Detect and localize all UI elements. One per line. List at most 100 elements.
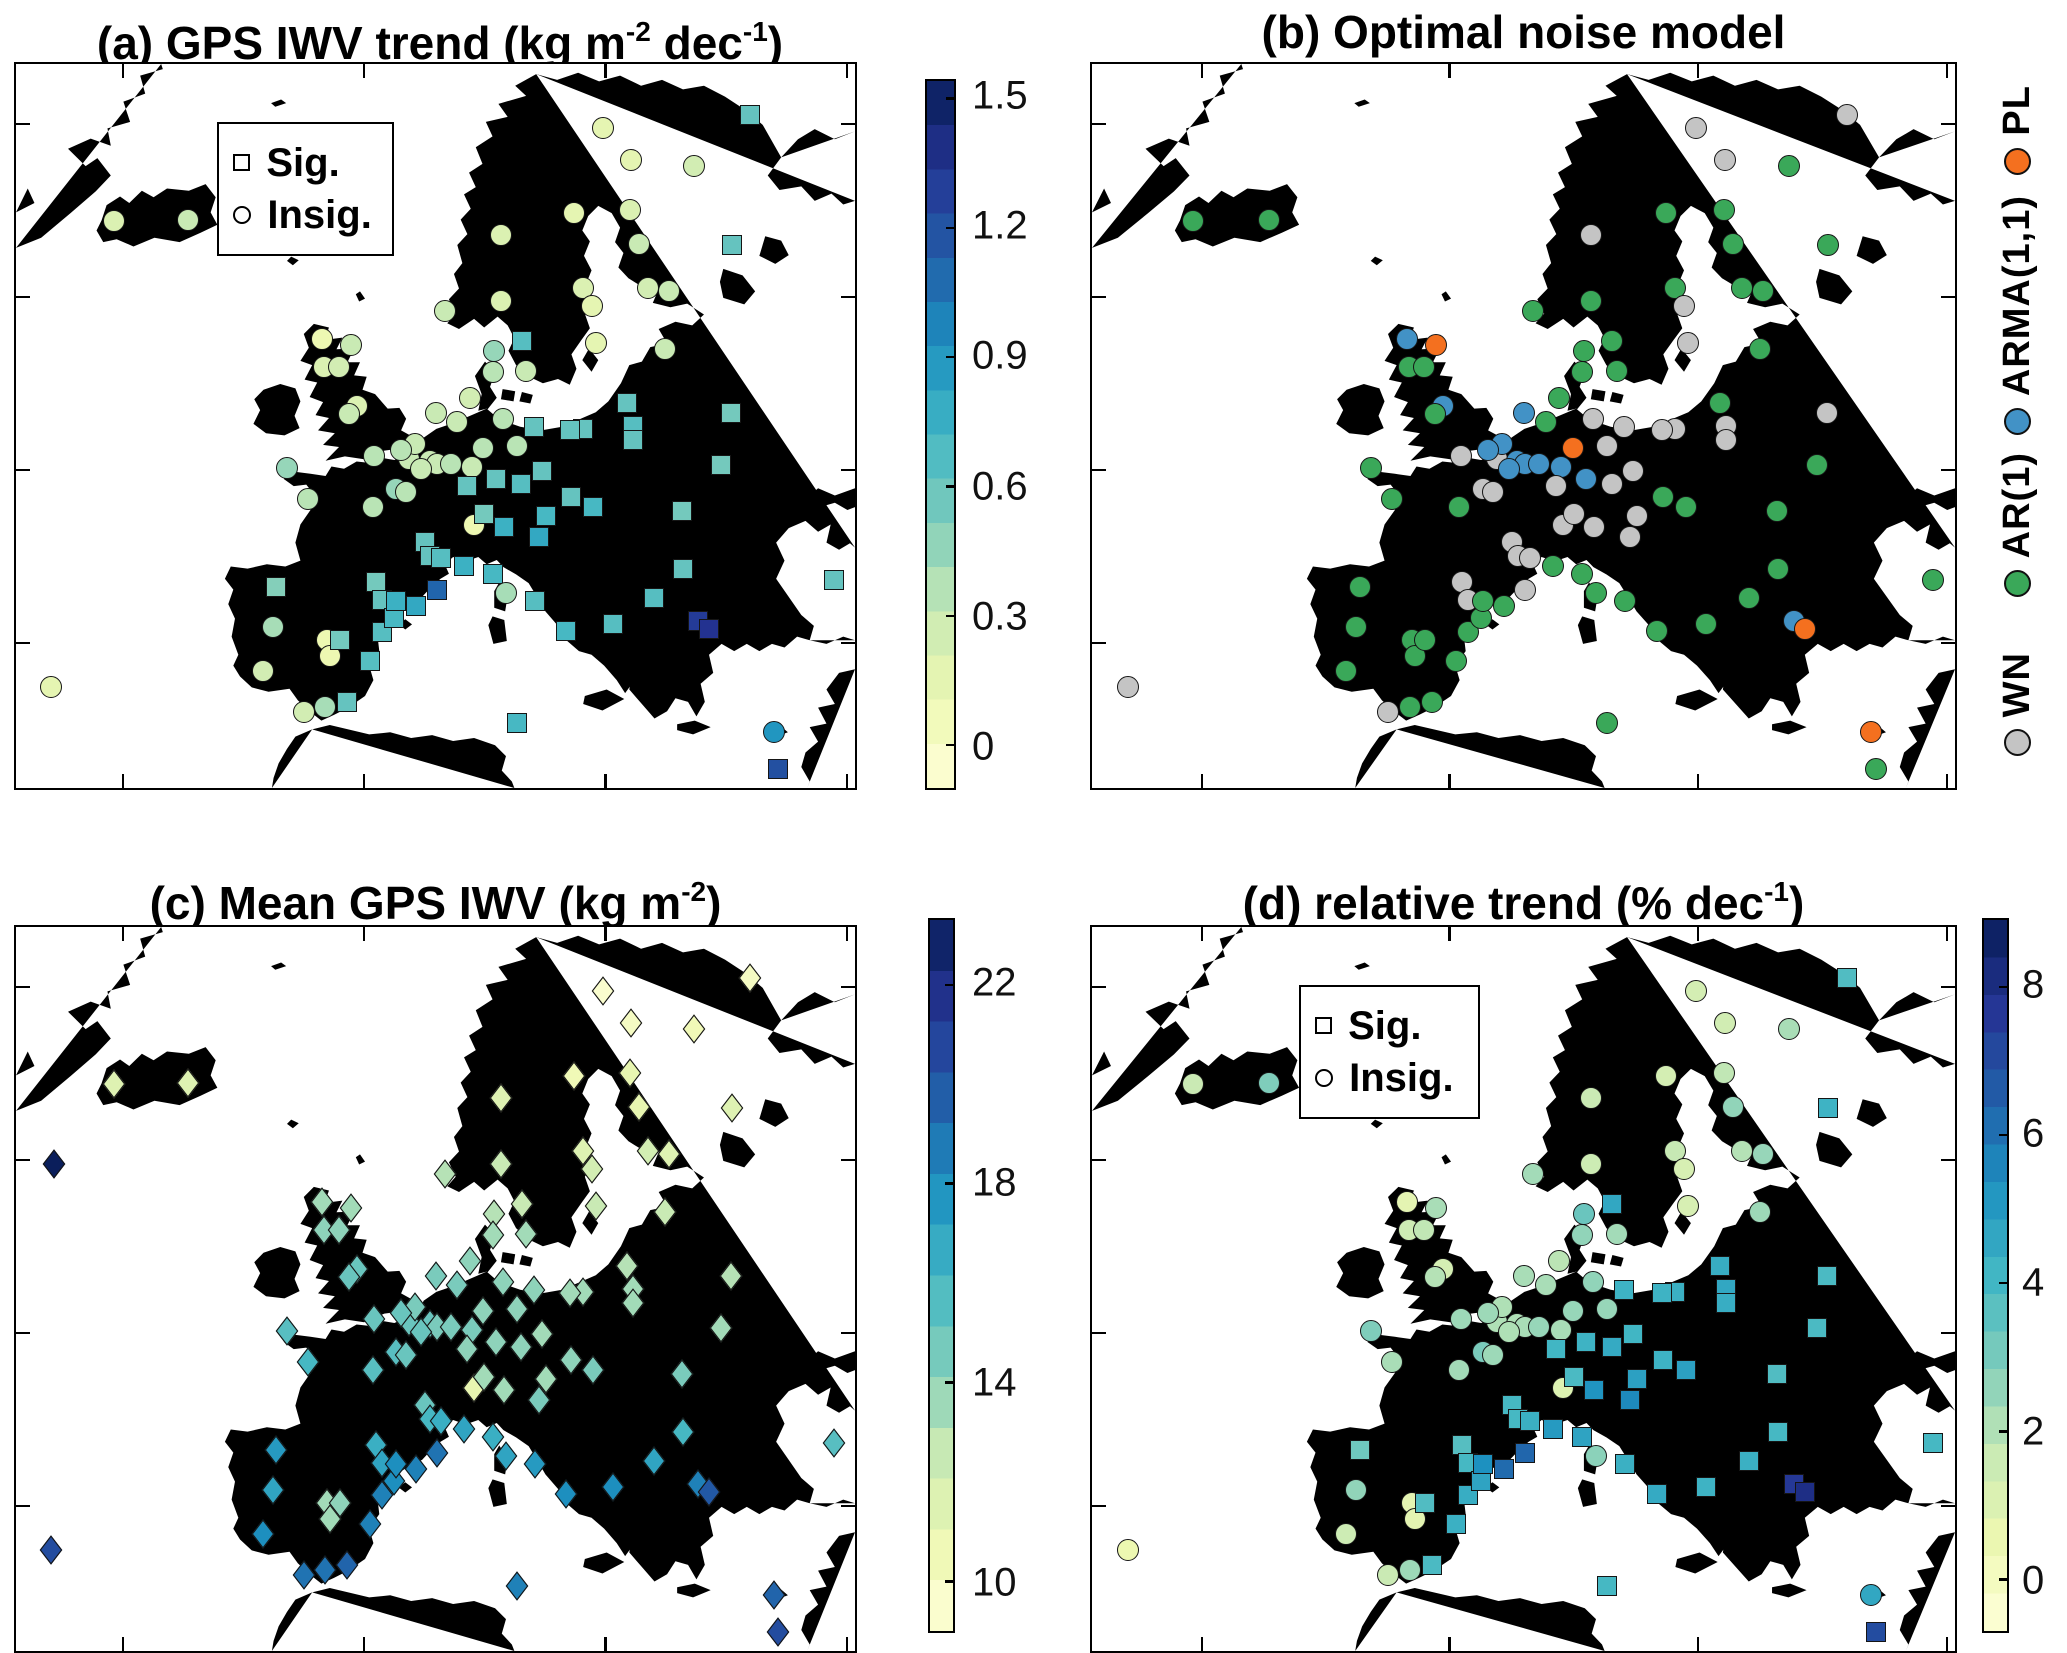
panel-c-map	[14, 925, 857, 1653]
colorbar-tick-label: 22	[972, 960, 1017, 1005]
noise-legend-label: ARMA(1,1)	[1995, 195, 2038, 397]
colorbar-tick-label: 0.3	[972, 594, 1028, 639]
graticule-tick	[1448, 927, 1451, 941]
station-marker-padova	[1619, 1389, 1640, 1410]
legend-sig-label: Sig.	[1348, 1003, 1422, 1048]
station-marker-dubrovnik	[1738, 1451, 1759, 1472]
graticule-tick	[841, 1331, 855, 1335]
panel-b-title: (b) Optimal noise model	[1261, 6, 1786, 58]
graticule-tick	[1092, 641, 1106, 645]
station-marker-matera	[1696, 1476, 1717, 1497]
station-marker-offenbach	[472, 436, 495, 459]
station-marker-santiago	[1345, 1479, 1368, 1502]
graticule-tick	[1092, 122, 1106, 126]
graticule-tick	[362, 774, 365, 788]
graticule-tick	[841, 641, 855, 645]
station-marker-clermont	[361, 496, 384, 519]
noise-legend-label: PL	[1995, 85, 2038, 136]
graticule-tick	[1941, 1331, 1955, 1335]
graticule-tick	[16, 1158, 30, 1162]
colorbar-tick	[946, 614, 954, 618]
station-marker-rostock	[1613, 416, 1636, 439]
station-marker-skagerrak	[1572, 1202, 1595, 1225]
station-marker-emden	[1513, 1264, 1536, 1287]
station-marker-corsica	[1584, 582, 1607, 605]
graticule-tick	[1696, 927, 1700, 941]
legend-item-insig: Insig.	[1315, 1055, 1472, 1101]
europe-coastline	[1092, 927, 1955, 1651]
panel-d-title: (d) relative trend (% dec-1)	[1242, 876, 1805, 929]
station-marker-crimea	[1922, 569, 1945, 592]
station-marker-regensburg	[511, 473, 532, 494]
station-marker-delft	[1477, 1301, 1500, 1324]
graticule-tick	[1200, 927, 1204, 941]
station-marker-paris	[1449, 444, 1472, 467]
station-marker-finland-e	[1818, 1098, 1839, 1118]
station-marker-bucharest	[672, 501, 693, 522]
legend-insig-label: Insig.	[267, 192, 372, 237]
station-marker-scot-nw	[1395, 1191, 1418, 1214]
colorbar-tick-label: 4	[2022, 1260, 2045, 1305]
ar1-circle-icon	[2003, 570, 2031, 598]
station-marker-bonn	[1528, 453, 1551, 476]
graticule-tick	[1448, 1637, 1451, 1651]
station-marker-oslo	[1602, 1194, 1623, 1215]
station-marker-vaasa	[1722, 1095, 1745, 1118]
europe-coastline	[1092, 64, 1955, 788]
station-marker-n-africa	[506, 712, 527, 733]
colorbar-tick-label: 8	[2022, 962, 2045, 1007]
station-marker-gavle	[1673, 1157, 1696, 1180]
station-marker-marseille	[1518, 547, 1541, 570]
graticule-tick	[841, 468, 855, 472]
station-marker-iceland-w	[1181, 210, 1204, 233]
graticule-tick	[16, 641, 30, 645]
graticule-tick	[845, 774, 849, 788]
station-marker-hamburg	[1547, 387, 1570, 410]
station-marker-toulouse	[365, 571, 386, 592]
colorbar-tick-label: 0	[2022, 1558, 2045, 1603]
station-marker-milan	[1542, 1419, 1563, 1440]
station-marker-iceland-w	[103, 210, 126, 233]
colorbar-tick-label: 0.9	[972, 333, 1028, 378]
graticule-tick	[16, 468, 30, 472]
colorbar-tick-label: 10	[972, 1560, 1017, 1605]
station-marker-lithuania	[1709, 391, 1732, 414]
station-marker-tarragona	[386, 591, 407, 612]
colorbar-tick	[946, 485, 954, 488]
station-marker-dubrovnik	[644, 588, 665, 609]
station-marker-nuremberg	[485, 468, 506, 489]
graticule-tick	[841, 295, 855, 299]
station-marker-hamburg	[458, 387, 481, 410]
station-marker-lisbon	[1334, 1522, 1357, 1545]
noise-legend-label: AR(1)	[1995, 452, 2038, 559]
station-marker-bodo	[562, 202, 585, 225]
station-marker-sodankyla	[1778, 155, 1801, 178]
station-marker-regensburg	[1601, 1336, 1622, 1357]
colorbar-tick	[946, 355, 954, 359]
station-marker-bodo	[1654, 202, 1677, 225]
station-marker-newcastle	[1413, 1218, 1436, 1241]
noise-legend-item-pl: PL	[1975, 85, 2059, 175]
colorbar-trend	[925, 79, 956, 790]
station-marker-e-europe	[720, 402, 741, 423]
colorbar-tick-label: 1.5	[972, 73, 1028, 118]
station-marker-stockholm	[1677, 1194, 1700, 1217]
colorbar-tick	[945, 1182, 953, 1185]
station-marker-coruna	[266, 576, 287, 597]
station-marker-joensuu	[657, 280, 680, 303]
station-marker-huelva	[1398, 695, 1421, 718]
station-marker-kola-ne	[1836, 103, 1859, 126]
station-marker-bremen	[446, 410, 469, 433]
station-marker-e-europe	[1817, 1265, 1838, 1286]
colorbar-tick	[1999, 985, 2007, 989]
station-marker-cadiz	[1377, 700, 1399, 723]
station-marker-paris	[363, 444, 386, 467]
station-marker-kiruna	[1713, 1011, 1736, 1034]
station-marker-munich	[536, 505, 557, 526]
station-marker-torino	[482, 563, 503, 584]
station-marker-brest	[1359, 1319, 1382, 1342]
station-marker-lulea	[619, 198, 642, 221]
station-marker-bucharest	[1767, 1364, 1788, 1385]
station-marker-sundsvall	[1730, 276, 1753, 299]
station-marker-joensuu	[1752, 1143, 1775, 1166]
